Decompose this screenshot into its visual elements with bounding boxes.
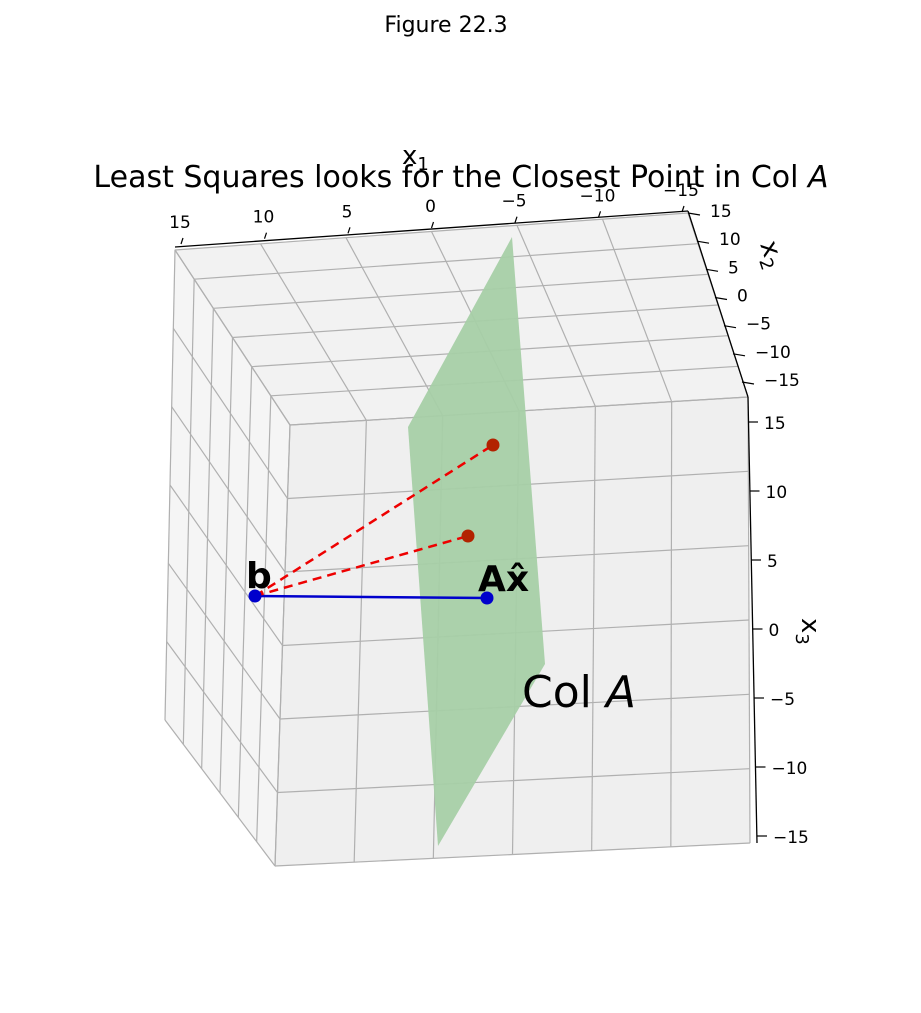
col-a-label: Col A [522,667,636,718]
x1-tick-label: 5 [342,202,353,222]
x3-tick-label: 15 [764,414,786,434]
segment-b-to-ax-hat [254,594,488,600]
x1-tick-label: −15 [663,181,699,201]
x2-tick-label: −15 [764,371,800,391]
col-a-plane [408,237,545,846]
x1-label-sub: 1 [417,154,428,175]
grid-line-back-v [747,396,751,844]
x2-tick-label: 10 [719,230,741,250]
axis-ticks: 15 10 5 0 −5 −10 −15 15 10 5 0 −5 −10 −15 15 10 5 0 −5 −10 −… [169,181,809,848]
point-2 [461,529,475,543]
window-title: Figure 22.3 [384,13,507,38]
x3-tick-label: −5 [770,690,795,710]
col-a-label-main: Col [522,667,606,718]
x3-label-sub: 3 [791,633,812,644]
chart-title-main: Least Squares looks for the Closest Poin… [93,160,808,195]
points [248,438,500,605]
x1-tick [597,211,602,218]
segments [254,443,494,600]
x1-tick-label: 0 [425,197,436,217]
x2-axis-line [687,210,749,398]
x2-tick [714,296,728,301]
point-label-b: b [246,556,272,597]
point-1 [486,438,500,452]
x2-tick-label: 15 [710,202,732,222]
x3-axis-label-group: x3 [791,618,825,645]
x1-label-main: x [402,141,417,171]
x1-tick [514,216,518,223]
col-a-label-italic: A [603,667,636,718]
x2-tick-label: 5 [728,258,739,278]
grid-line-left-v [274,424,291,867]
x3-tick-label: −10 [772,759,808,779]
segment-b-to-point-2 [254,534,469,598]
grid-line-back-h [277,768,750,794]
x2-tick [687,212,701,216]
x2-axis-label-group: x2 [750,237,791,273]
grid-line-left-h [164,719,276,867]
x3-axis-line [747,396,758,844]
x2-tick [705,268,719,272]
x1-axis-label: x1 [402,141,429,175]
x1-tick [180,237,184,245]
x1-tick [347,227,351,234]
x3-axis-label: x3 [791,618,825,645]
x1-tick-label: 15 [169,213,191,233]
x2-axis-label: x2 [750,237,791,273]
segment-b-to-point-1 [254,443,494,598]
x2-tick-label: 0 [737,287,748,307]
x2-tick [741,381,755,385]
x2-tick [723,325,737,329]
x2-tick-label: −10 [755,343,791,363]
x2-tick [696,240,710,244]
point-label-ax-hat: Ax̂ [478,559,529,600]
chart-title-italic: A [806,160,829,195]
x1-tick [681,205,685,213]
x3-tick-label: −15 [773,828,809,848]
point-b [248,589,262,603]
x3-tick-label: 10 [766,483,788,503]
grid-line-back-h [274,842,751,867]
x1-axis-line [174,210,689,248]
x1-tick-label: −5 [501,192,526,212]
x3-tick-label: 0 [769,621,780,641]
x1-tick-label: −10 [580,186,616,206]
grid-line-left-h [166,641,278,793]
x1-tick [263,232,268,239]
x2-tick-label: −5 [746,315,771,335]
chart-title: Least Squares looks for the Closest Poin… [93,160,828,195]
x1-tick-label: 10 [253,208,275,228]
x1-tick [430,221,435,229]
x3-tick-label: 5 [767,552,778,572]
grid-line-back-v [670,401,673,847]
point-ax-hat [480,591,494,605]
x3-label-main: x [795,618,825,633]
x2-tick [732,353,746,357]
